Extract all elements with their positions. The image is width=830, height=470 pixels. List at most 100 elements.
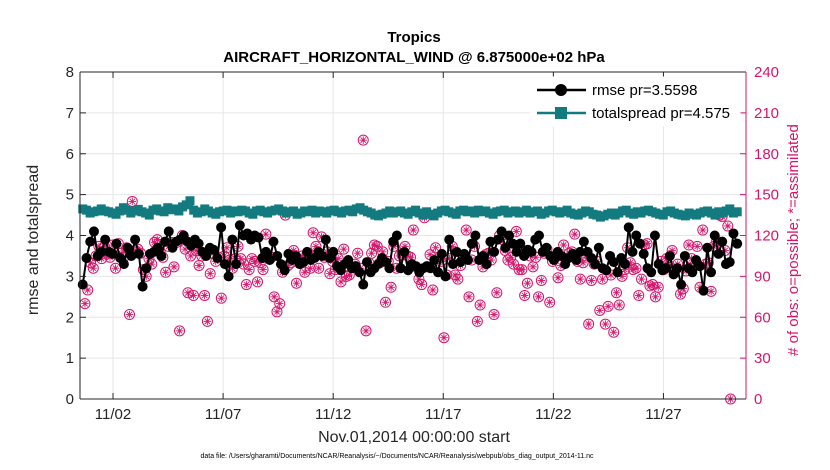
obs-star-d2 xyxy=(363,327,370,334)
x-tick-label: 11/12 xyxy=(315,406,351,423)
obs-star-d2 xyxy=(207,270,214,277)
obs-star-d2 xyxy=(685,242,692,249)
obs-point xyxy=(463,291,475,303)
rmse-point xyxy=(661,263,672,274)
y-axis-right-label: # of obs: o=possible; *=assimilated xyxy=(785,124,802,356)
obs-point xyxy=(274,298,286,310)
obs-point xyxy=(633,289,645,301)
obs-point xyxy=(182,287,194,299)
rmse-point xyxy=(391,230,402,241)
y-right-tick-label: 0 xyxy=(754,391,762,408)
obs-point xyxy=(110,262,122,274)
rmse-point xyxy=(571,255,582,266)
obs-circle xyxy=(474,299,486,311)
obs-point xyxy=(187,289,199,301)
rmse-point xyxy=(260,246,271,257)
rmse-point xyxy=(500,242,511,253)
rmse-point xyxy=(556,250,567,261)
obs-point xyxy=(357,134,369,146)
y-right-tick-label: 240 xyxy=(754,64,779,81)
obs-circle xyxy=(630,262,642,274)
obs-star-d2 xyxy=(354,250,361,257)
obs-star-d2 xyxy=(596,307,603,314)
obs-circle xyxy=(174,325,186,337)
obs-circle xyxy=(299,266,311,278)
obs-point xyxy=(610,287,622,299)
rmse-point xyxy=(399,246,410,257)
rmse-point xyxy=(343,255,354,266)
obs-star-d2 xyxy=(293,280,300,287)
obs-point xyxy=(268,291,280,303)
obs-circle xyxy=(168,261,180,273)
obs-circle xyxy=(126,195,138,207)
rmse-point xyxy=(264,255,275,266)
obs-star-d2 xyxy=(699,227,706,234)
rmse-point xyxy=(317,250,328,261)
rmse-point xyxy=(709,230,720,241)
obs-point xyxy=(290,277,302,289)
rmse-point xyxy=(436,248,447,259)
rmse-point xyxy=(444,234,455,245)
x-tick-label: 11/17 xyxy=(425,406,461,423)
y-right-tick-label: 60 xyxy=(754,309,771,326)
obs-point xyxy=(527,261,539,273)
obs-point xyxy=(380,296,392,308)
obs-circle xyxy=(290,277,302,289)
obs-star-d2 xyxy=(546,299,553,306)
obs-point xyxy=(697,224,709,236)
obs-star-d2 xyxy=(708,288,715,295)
obs-star-d2 xyxy=(262,231,269,238)
rmse-point xyxy=(511,246,522,257)
obs-star-d2 xyxy=(535,293,542,300)
obs-circle xyxy=(187,289,199,301)
rmse-point xyxy=(698,285,709,296)
rmse-point xyxy=(122,242,133,253)
obs-circle xyxy=(324,268,336,280)
rmse-point xyxy=(77,279,88,290)
rmse-point xyxy=(85,236,96,247)
obs-point xyxy=(324,268,336,280)
rmse-point xyxy=(111,238,122,249)
obs-circle xyxy=(610,287,622,299)
obs-point xyxy=(313,262,325,274)
rmse-point xyxy=(88,226,99,237)
obs-circle xyxy=(385,281,397,293)
obs-point xyxy=(427,284,439,296)
rmse-point xyxy=(578,236,589,247)
obs-point xyxy=(240,279,252,291)
rmse-point xyxy=(279,265,290,276)
obs-star-d2 xyxy=(204,318,211,325)
rmse-point xyxy=(130,234,141,245)
obs-star-d2 xyxy=(326,270,333,277)
obs-circle xyxy=(552,272,564,284)
y-axis-left-label: rmse and totalspread xyxy=(25,165,42,315)
obs-circle xyxy=(338,243,350,255)
obs-point xyxy=(160,266,172,278)
obs-circle xyxy=(274,298,286,310)
obs-point xyxy=(338,243,350,255)
obs-star-d2 xyxy=(477,302,484,308)
obs-point xyxy=(257,264,269,276)
obs-point xyxy=(535,274,547,286)
obs-circle xyxy=(380,296,392,308)
obs-point xyxy=(636,273,648,285)
obs-point xyxy=(574,273,586,285)
obs-circle xyxy=(505,251,517,263)
obs-circle xyxy=(521,277,533,289)
obs-star-d2 xyxy=(605,303,612,310)
rmse-point xyxy=(227,234,238,245)
obs-point xyxy=(602,300,614,312)
y-right-tick-label: 120 xyxy=(754,228,779,245)
rmse-point xyxy=(713,248,724,259)
obs-circle xyxy=(160,266,172,278)
obs-circle xyxy=(683,239,695,251)
obs-star-d2 xyxy=(694,243,701,250)
rmse-point xyxy=(219,259,230,270)
obs-star-d2 xyxy=(346,272,353,278)
obs-point xyxy=(271,306,283,318)
rmse-point xyxy=(481,259,492,270)
obs-star-d2 xyxy=(510,261,517,268)
x-axis-label: Nov.01,2014 00:00:00 start xyxy=(318,429,510,446)
obs-star-d2 xyxy=(276,300,283,307)
obs-circle xyxy=(313,262,325,274)
